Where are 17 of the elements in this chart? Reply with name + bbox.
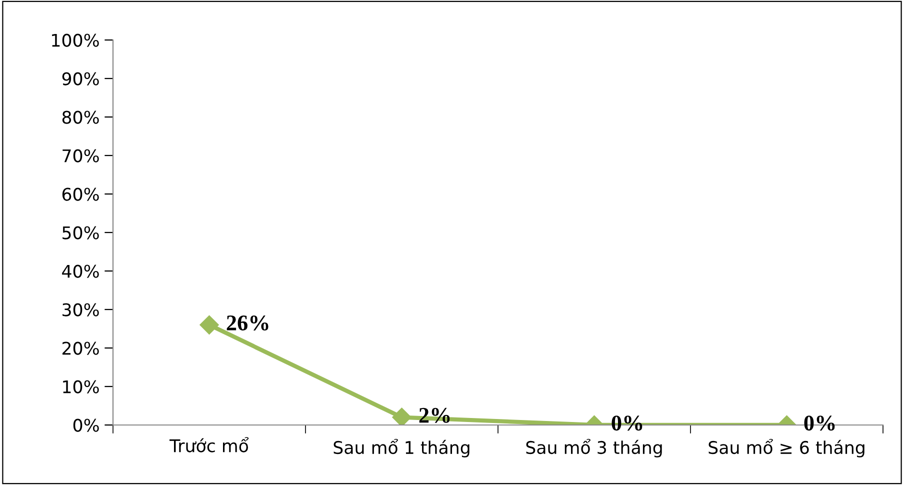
y-tick-label: 90% bbox=[62, 72, 99, 86]
y-tick-label: 60% bbox=[62, 188, 99, 201]
data-label: 26% bbox=[226, 315, 268, 331]
y-tick-label: 0% bbox=[73, 418, 99, 432]
y-tick-label: 20% bbox=[62, 342, 99, 355]
x-tick-label: Sau mổ 1 tháng bbox=[334, 438, 470, 458]
x-tick-label: Sau mổ ≥ 6 tháng bbox=[708, 438, 864, 458]
y-tick-label: 10% bbox=[63, 380, 99, 394]
y-tick-label: 50% bbox=[62, 226, 99, 240]
data-label: 0% bbox=[804, 416, 835, 431]
y-tick-label: 80% bbox=[62, 110, 99, 124]
y-tick-label: 100% bbox=[52, 34, 99, 47]
y-tick-label: 30% bbox=[62, 303, 99, 316]
x-tick-label: Sau mổ 3 tháng bbox=[526, 438, 662, 458]
x-tick-label: Trước mổ bbox=[169, 437, 249, 452]
y-tick-label: 40% bbox=[62, 264, 99, 278]
y-tick-label: 70% bbox=[62, 149, 99, 162]
